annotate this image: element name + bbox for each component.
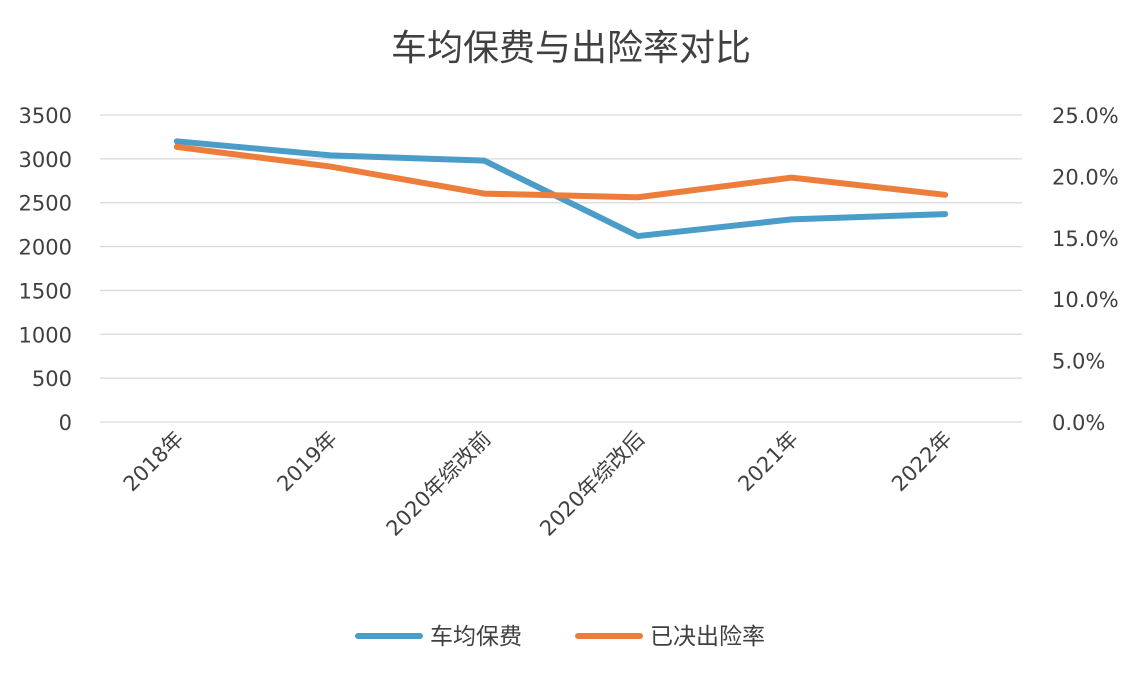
x-axis-ticks: 2018年 2019年 2020年综改前 2020年综改后 2021年 2022年 [119, 427, 957, 541]
right-tick-label: 10.0% [1052, 288, 1119, 312]
right-tick-label: 20.0% [1052, 165, 1119, 189]
left-tick-label: 0 [59, 411, 72, 435]
series-line-0 [177, 141, 945, 236]
legend: 车均保费 已决出险率 [358, 624, 765, 650]
x-tick-label: 2020年综改后 [535, 427, 649, 541]
left-axis-ticks: 0 500 1000 1500 2000 2500 3000 3500 [19, 104, 72, 435]
left-tick-label: 500 [32, 367, 72, 391]
left-tick-label: 1500 [19, 279, 72, 303]
gridlines [100, 115, 1022, 422]
legend-label: 已决出险率 [650, 624, 765, 650]
left-tick-label: 1000 [19, 323, 72, 347]
right-tick-label: 0.0% [1052, 411, 1105, 435]
x-tick-label: 2021年 [733, 427, 803, 497]
x-tick-label: 2020年综改前 [382, 427, 496, 541]
right-tick-label: 25.0% [1052, 104, 1119, 128]
x-tick-label: 2018年 [119, 427, 189, 497]
right-tick-label: 5.0% [1052, 350, 1105, 374]
left-tick-label: 2500 [19, 192, 72, 216]
right-axis-ticks: 0.0% 5.0% 10.0% 15.0% 20.0% 25.0% [1052, 104, 1119, 435]
series-lines [177, 141, 946, 236]
left-tick-label: 2000 [19, 236, 72, 260]
x-tick-label: 2019年 [272, 427, 342, 497]
x-tick-label: 2022年 [887, 427, 957, 497]
chart-title: 车均保费与出险率对比 [391, 28, 751, 69]
legend-label: 车均保费 [430, 624, 522, 650]
left-tick-label: 3000 [19, 148, 72, 172]
right-tick-label: 15.0% [1052, 227, 1119, 251]
left-tick-label: 3500 [19, 104, 72, 128]
